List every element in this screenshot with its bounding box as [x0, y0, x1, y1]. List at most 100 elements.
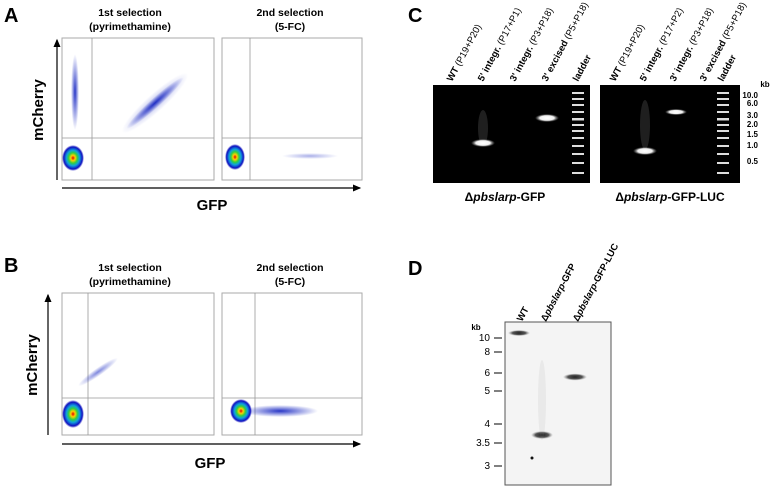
ladder-band — [572, 111, 584, 113]
density-cloud — [62, 145, 84, 171]
panel-label: B — [4, 255, 18, 277]
caption-suffix: -GFP-LUC — [667, 190, 725, 204]
ladder-band — [572, 104, 584, 106]
size-label: 8 — [484, 347, 490, 358]
cell-population — [282, 153, 338, 159]
size-unit: kb — [471, 323, 480, 332]
x-axis-label: GFP — [197, 197, 228, 214]
plot-title: 2nd selection — [256, 7, 323, 19]
size-label: 6.0 — [747, 99, 759, 108]
y-axis-label: mCherry — [30, 79, 47, 141]
cell-population — [71, 54, 79, 130]
ladder-band — [572, 162, 584, 164]
caption-italic: pbslarp — [472, 190, 516, 204]
ladder-band — [572, 118, 584, 121]
gel-image — [600, 85, 740, 183]
lane-name: WT — [515, 305, 532, 323]
ladder-band — [717, 92, 729, 94]
size-labels: 10.06.0 3.02.01.5 1.0 0.5 — [742, 91, 758, 166]
lane-primers: (P5+P18) — [720, 0, 749, 41]
size-label: 10.0 — [742, 91, 758, 100]
size-label: 6 — [484, 368, 490, 379]
ladder-band — [717, 104, 729, 106]
blot-band — [563, 373, 587, 381]
size-label: 2.0 — [747, 120, 759, 129]
blot-speck — [530, 456, 534, 460]
x-axis-label: GFP — [195, 455, 226, 472]
size-label: 1.0 — [747, 141, 759, 150]
ladder-band — [717, 172, 729, 174]
density-cloud — [225, 144, 245, 170]
ladder-band — [572, 92, 584, 94]
ladder-bands — [572, 92, 729, 174]
ladder-band — [572, 172, 584, 174]
lane-primers: (P5+P18) — [562, 0, 591, 41]
size-unit: kb — [760, 80, 769, 89]
gel-band — [665, 109, 687, 115]
lane-name: 5' integr. — [638, 44, 666, 83]
gel-smear — [478, 110, 488, 146]
ladder-band — [717, 118, 729, 121]
gel-smear — [640, 100, 650, 150]
gel-band — [633, 147, 657, 155]
gel-caption: Δpbslarp-GFP-LUC — [615, 190, 725, 204]
cell-population — [121, 72, 189, 134]
lane-primers: (P3+P18) — [687, 6, 716, 47]
plot-frame — [61, 292, 215, 436]
lane-name: ladder — [571, 53, 594, 84]
size-label: 1.5 — [747, 130, 759, 139]
gel-band — [471, 139, 495, 147]
ladder-band — [717, 137, 729, 139]
size-label: 10 — [479, 333, 491, 344]
lane-primers: (P3+P18) — [527, 6, 556, 47]
panel-label: D — [408, 258, 422, 280]
lane-primers: (P17+P2) — [657, 6, 686, 47]
plot-title: 1st selection — [98, 262, 162, 274]
ladder-band — [572, 145, 584, 147]
ladder-band — [717, 130, 729, 132]
lane-prefix: Δ — [539, 312, 552, 323]
lane-name: 3' integr. — [668, 44, 696, 83]
lane-name: WT — [608, 65, 625, 83]
size-label: 5 — [484, 386, 490, 397]
cell-population — [242, 405, 318, 417]
gel-band — [535, 114, 559, 122]
blot-band — [531, 431, 553, 439]
y-axis-label: mCherry — [24, 334, 41, 396]
size-label: 0.5 — [747, 157, 759, 166]
plot-title: 1st selection — [98, 7, 162, 19]
cell-population — [78, 357, 118, 387]
panel-label: C — [408, 5, 422, 27]
size-label: 3.5 — [476, 438, 490, 449]
ladder-band — [717, 98, 729, 100]
lane-primers: (P17+P1) — [495, 6, 524, 47]
blot-smear — [538, 360, 546, 440]
ladder-band — [572, 124, 584, 126]
density-cloud — [230, 399, 252, 423]
lane-primers: (P19+P20) — [616, 23, 647, 69]
lane-primers: (P19+P20) — [453, 23, 484, 69]
gel-caption: Δpbslarp-GFP — [465, 190, 546, 204]
plot-subtitle: (5-FC) — [275, 276, 305, 288]
ladder-band — [572, 98, 584, 100]
plot-subtitle: (5-FC) — [275, 21, 305, 33]
ladder-band — [717, 111, 729, 113]
ladder-band — [717, 162, 729, 164]
lane-prefix: Δ — [571, 312, 584, 323]
plot-title: 2nd selection — [256, 262, 323, 274]
lane-name: 3' integr. — [508, 44, 536, 83]
lane-label: ladder — [571, 53, 594, 84]
lane-label: Δpbslarp-GFP-LUC — [571, 242, 621, 324]
gel-image — [433, 85, 590, 183]
caption-italic: pbslarp — [623, 190, 667, 204]
panel-label: A — [4, 5, 18, 27]
lane-name: 3' excised — [540, 38, 571, 83]
lane-label: WT — [515, 305, 532, 323]
lane-suffix: -GFP — [558, 261, 579, 287]
density-cloud — [62, 400, 84, 428]
ladder-band — [717, 153, 729, 155]
lane-italic: pbslarp — [542, 282, 568, 319]
lane-italic: pbslarp — [574, 282, 600, 319]
